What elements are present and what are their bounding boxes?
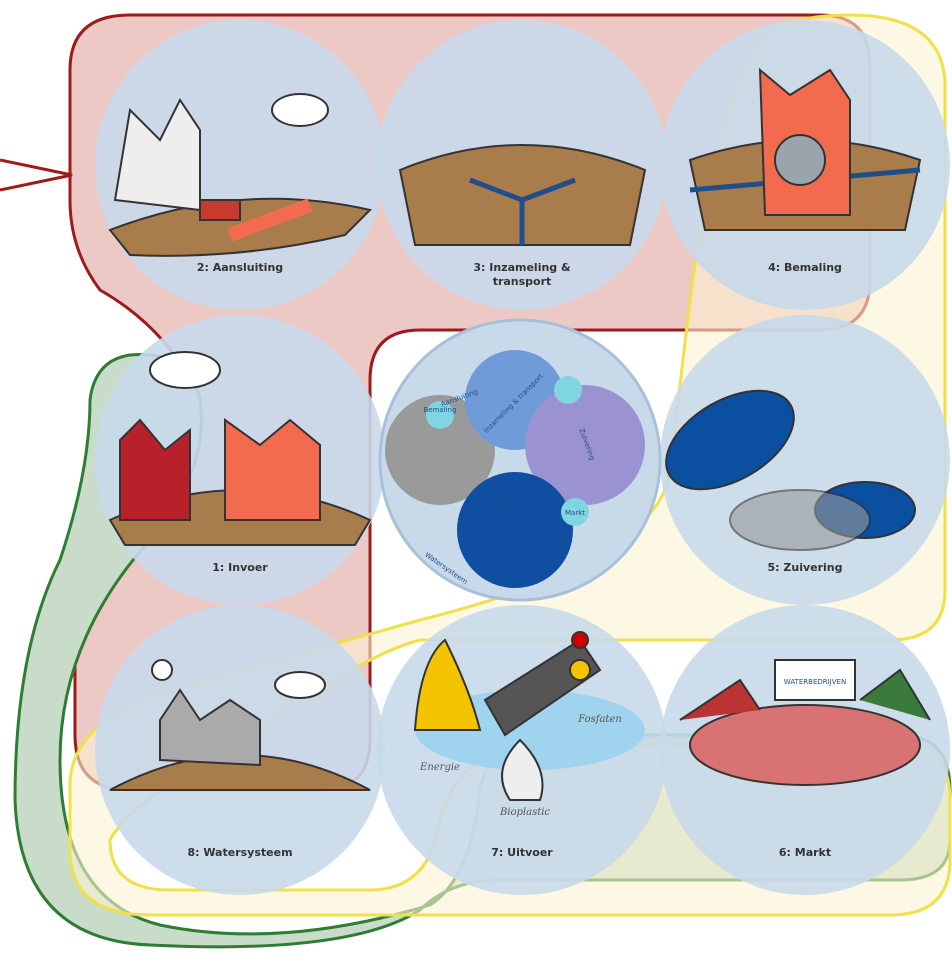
- illustration-label: Fosfaten: [577, 714, 622, 725]
- node-label: 2: Aansluiting: [175, 261, 305, 275]
- wheel: [380, 320, 660, 600]
- node-label: 4: Bemaling: [740, 261, 870, 275]
- node-label: 3: Inzameling & transport: [467, 261, 577, 289]
- arrow: [0, 160, 72, 190]
- node-label: 1: Invoer: [175, 561, 305, 575]
- wheel-label: Markt: [565, 509, 585, 517]
- illustration-label: Energie: [419, 762, 460, 773]
- sun: [152, 660, 172, 680]
- node-label: 7: Uitvoer: [457, 846, 587, 860]
- diagram-art: AansluitingInzameling & transportZuiveri…: [0, 0, 952, 962]
- node-label: 8: Watersysteem: [175, 846, 305, 860]
- wheel-label: Bemaling: [424, 406, 457, 414]
- diagram: AansluitingInzameling & transportZuiveri…: [0, 0, 952, 962]
- sign-label: WATERBEDRIJVEN: [784, 678, 846, 686]
- illustration-label: Bioplastic: [499, 807, 550, 818]
- node-label: 5: Zuivering: [740, 561, 870, 575]
- node-label: 6: Markt: [740, 846, 870, 860]
